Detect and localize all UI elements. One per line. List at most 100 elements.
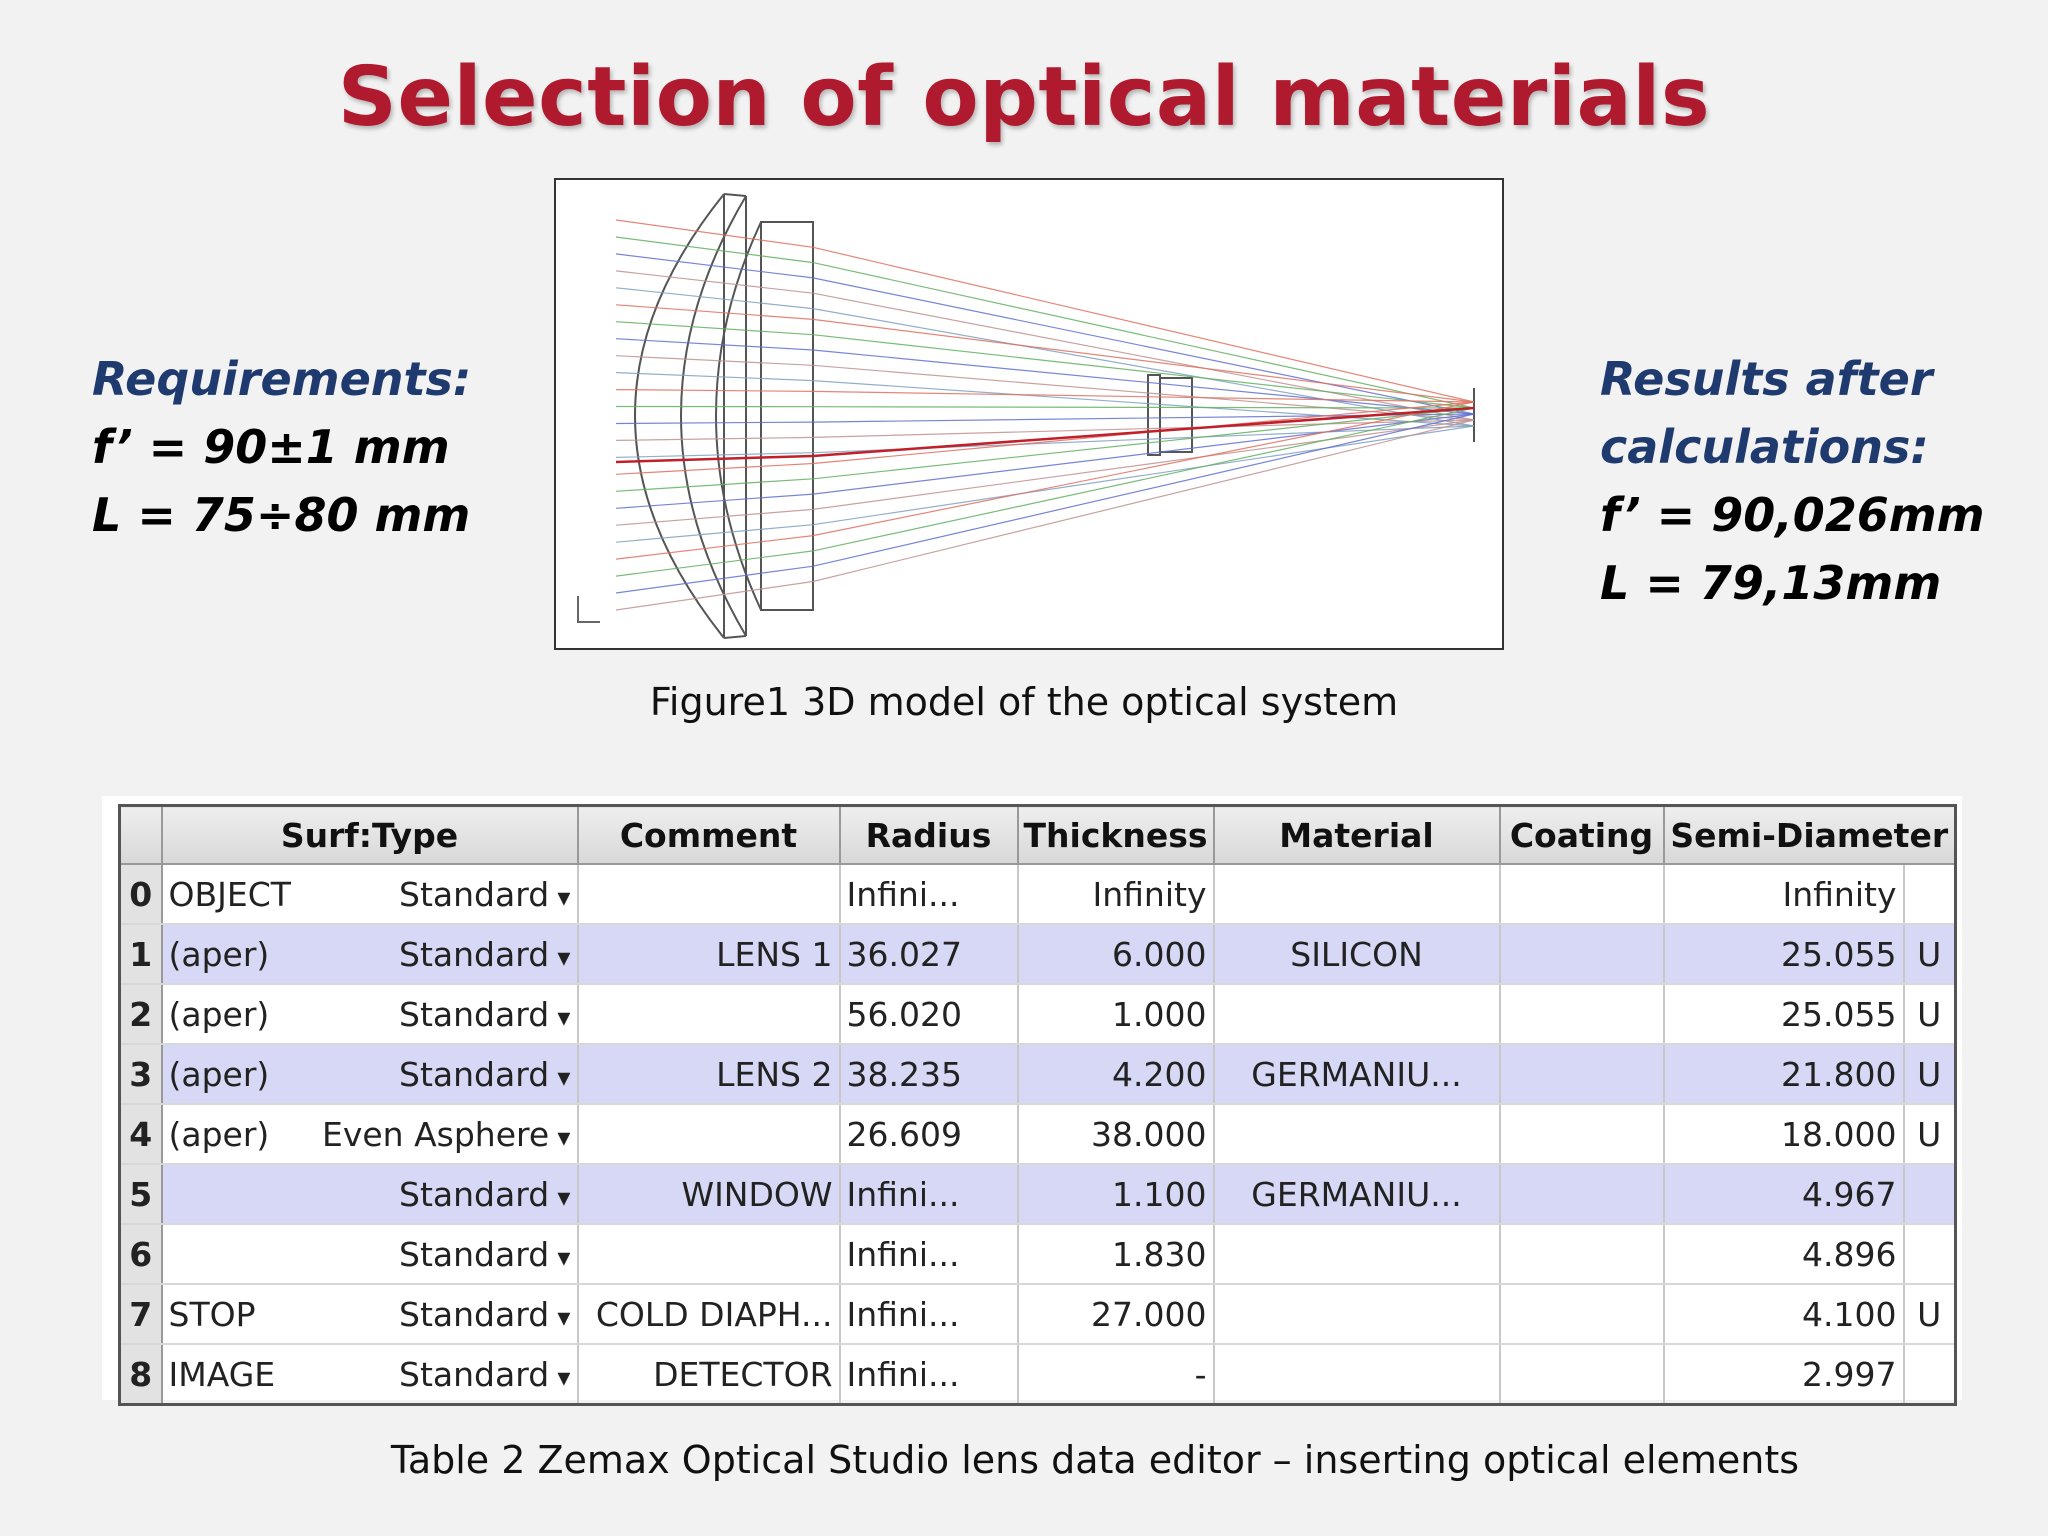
comment-cell[interactable]: LENS 1 xyxy=(577,924,841,985)
material-cell[interactable]: GERMANIU... xyxy=(1213,1164,1501,1225)
surface-type-dropdown[interactable]: Standard xyxy=(399,1055,570,1094)
surface-type-dropdown[interactable]: Standard xyxy=(399,1295,570,1334)
radius-cell[interactable]: Infini... xyxy=(839,1224,1019,1285)
radius-cell[interactable]: 38.235 xyxy=(839,1044,1019,1105)
radius-cell[interactable]: 36.027 xyxy=(839,924,1019,985)
semi-diameter-cell[interactable]: 4.896 xyxy=(1663,1224,1905,1285)
semi-diameter-solve-flag[interactable]: U xyxy=(1903,924,1957,985)
surf-type-cell[interactable]: (aper) Standard xyxy=(161,1044,579,1105)
coating-cell[interactable] xyxy=(1499,1104,1665,1165)
row-number[interactable]: 3 xyxy=(119,1044,163,1105)
material-cell[interactable] xyxy=(1213,1344,1501,1406)
semi-diameter-solve-flag[interactable]: U xyxy=(1903,1284,1957,1345)
surf-type-cell[interactable]: Standard xyxy=(161,1224,579,1285)
material-cell[interactable] xyxy=(1213,984,1501,1045)
coating-cell[interactable] xyxy=(1499,1044,1665,1105)
radius-cell[interactable]: 26.609 xyxy=(839,1104,1019,1165)
row-number[interactable]: 8 xyxy=(119,1344,163,1406)
row-number[interactable]: 5 xyxy=(119,1164,163,1225)
semi-diameter-solve-flag[interactable] xyxy=(1903,1224,1957,1285)
comment-cell[interactable]: COLD DIAPH... xyxy=(577,1284,841,1345)
material-cell[interactable] xyxy=(1213,1224,1501,1285)
semi-diameter-cell[interactable]: 4.100 xyxy=(1663,1284,1905,1345)
semi-diameter-solve-flag[interactable] xyxy=(1903,1344,1957,1406)
radius-cell[interactable]: Infini... xyxy=(839,1344,1019,1406)
coating-cell[interactable] xyxy=(1499,984,1665,1045)
material-cell[interactable] xyxy=(1213,864,1501,925)
comment-cell[interactable] xyxy=(577,1224,841,1285)
surface-type-dropdown[interactable]: Standard xyxy=(399,995,570,1034)
col-header-radius[interactable]: Radius xyxy=(839,805,1019,865)
col-header-comment[interactable]: Comment xyxy=(577,805,841,865)
material-cell[interactable] xyxy=(1213,1104,1501,1165)
table-row[interactable]: 5 StandardWINDOWInfini...1.100GERMANIU...… xyxy=(119,1164,1957,1225)
col-header-coating[interactable]: Coating xyxy=(1499,805,1665,865)
semi-diameter-cell[interactable]: 25.055 xyxy=(1663,984,1905,1045)
row-number[interactable]: 4 xyxy=(119,1104,163,1165)
radius-cell[interactable]: Infini... xyxy=(839,1284,1019,1345)
radius-cell[interactable]: Infini... xyxy=(839,1164,1019,1225)
comment-cell[interactable] xyxy=(577,864,841,925)
semi-diameter-cell[interactable]: 21.800 xyxy=(1663,1044,1905,1105)
coating-cell[interactable] xyxy=(1499,864,1665,925)
comment-cell[interactable]: LENS 2 xyxy=(577,1044,841,1105)
semi-diameter-solve-flag[interactable]: U xyxy=(1903,1044,1957,1105)
comment-cell[interactable]: DETECTOR xyxy=(577,1344,841,1406)
comment-cell[interactable] xyxy=(577,1104,841,1165)
thickness-cell[interactable]: 4.200 xyxy=(1017,1044,1215,1105)
row-number[interactable]: 7 xyxy=(119,1284,163,1345)
material-cell[interactable] xyxy=(1213,1284,1501,1345)
surf-type-cell[interactable]: OBJECT Standard xyxy=(161,864,579,925)
coating-cell[interactable] xyxy=(1499,1284,1665,1345)
row-number[interactable]: 6 xyxy=(119,1224,163,1285)
semi-diameter-cell[interactable]: 25.055 xyxy=(1663,924,1905,985)
semi-diameter-solve-flag[interactable]: U xyxy=(1903,1104,1957,1165)
material-cell[interactable]: GERMANIU... xyxy=(1213,1044,1501,1105)
semi-diameter-cell[interactable]: 18.000 xyxy=(1663,1104,1905,1165)
semi-diameter-solve-flag[interactable] xyxy=(1903,864,1957,925)
surf-type-cell[interactable]: IMAGE Standard xyxy=(161,1344,579,1406)
semi-diameter-cell[interactable]: Infinity xyxy=(1663,864,1905,925)
surface-type-dropdown[interactable]: Standard xyxy=(399,1175,570,1214)
thickness-cell[interactable]: 6.000 xyxy=(1017,924,1215,985)
semi-diameter-solve-flag[interactable] xyxy=(1903,1164,1957,1225)
surf-type-cell[interactable]: (aper) Standard xyxy=(161,924,579,985)
table-row[interactable]: 3(aper) StandardLENS 238.2354.200GERMANIU… xyxy=(119,1044,1957,1105)
radius-cell[interactable]: 56.020 xyxy=(839,984,1019,1045)
semi-diameter-solve-flag[interactable]: U xyxy=(1903,984,1957,1045)
surf-type-cell[interactable]: (aper) Even Asphere xyxy=(161,1104,579,1165)
thickness-cell[interactable]: 1.000 xyxy=(1017,984,1215,1045)
surface-type-dropdown[interactable]: Standard xyxy=(399,875,570,914)
surf-type-cell[interactable]: Standard xyxy=(161,1164,579,1225)
coating-cell[interactable] xyxy=(1499,1344,1665,1406)
thickness-cell[interactable]: 38.000 xyxy=(1017,1104,1215,1165)
surf-type-cell[interactable]: STOP Standard xyxy=(161,1284,579,1345)
row-number[interactable]: 2 xyxy=(119,984,163,1045)
col-header-thickness[interactable]: Thickness xyxy=(1017,805,1215,865)
coating-cell[interactable] xyxy=(1499,1224,1665,1285)
row-number[interactable]: 1 xyxy=(119,924,163,985)
thickness-cell[interactable]: 1.830 xyxy=(1017,1224,1215,1285)
surface-type-dropdown[interactable]: Even Asphere xyxy=(322,1115,571,1154)
thickness-cell[interactable]: 1.100 xyxy=(1017,1164,1215,1225)
coating-cell[interactable] xyxy=(1499,924,1665,985)
col-header-material[interactable]: Material xyxy=(1213,805,1501,865)
surface-type-dropdown[interactable]: Standard xyxy=(399,1355,570,1394)
comment-cell[interactable] xyxy=(577,984,841,1045)
thickness-cell[interactable]: Infinity xyxy=(1017,864,1215,925)
thickness-cell[interactable]: 27.000 xyxy=(1017,1284,1215,1345)
surf-type-cell[interactable]: (aper) Standard xyxy=(161,984,579,1045)
radius-cell[interactable]: Infini... xyxy=(839,864,1019,925)
semi-diameter-cell[interactable]: 4.967 xyxy=(1663,1164,1905,1225)
comment-cell[interactable]: WINDOW xyxy=(577,1164,841,1225)
col-header-semi-diameter[interactable]: Semi-Diameter xyxy=(1663,805,1957,865)
coating-cell[interactable] xyxy=(1499,1164,1665,1225)
table-row[interactable]: 6 Standard Infini...1.830 4.896 xyxy=(119,1224,1957,1285)
surface-type-dropdown[interactable]: Standard xyxy=(399,935,570,974)
